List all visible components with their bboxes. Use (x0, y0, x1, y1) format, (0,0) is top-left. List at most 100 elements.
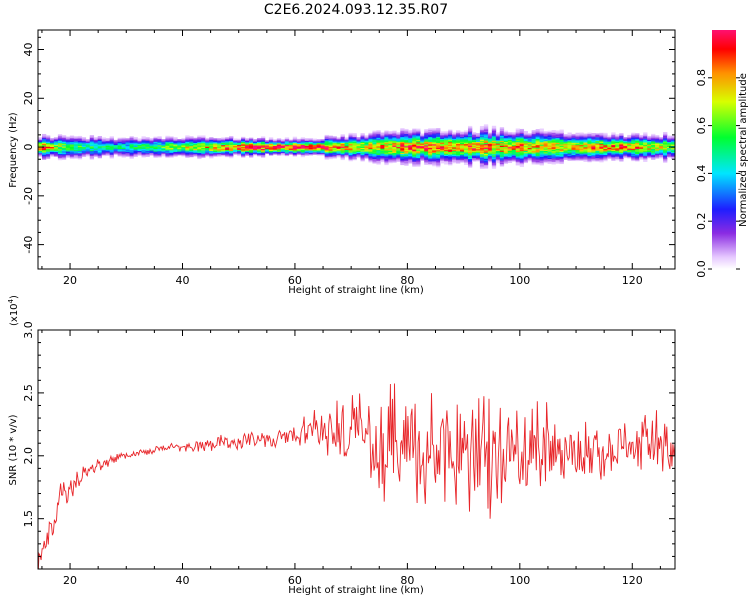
heatmap-cell (49, 153, 55, 156)
heatmap-cell (647, 135, 652, 138)
heatmap-cell (467, 138, 473, 140)
heatmap-cell (671, 135, 675, 138)
heatmap-cell (595, 135, 600, 138)
heatmap-cell (185, 135, 190, 137)
heatmap-cell (344, 137, 349, 139)
heatmap-cell (515, 130, 521, 133)
heatmap-cell (308, 137, 314, 140)
heatmap-cell (591, 158, 596, 161)
heatmap-cell (448, 160, 453, 162)
heatmap-cell (41, 135, 47, 137)
heatmap-cell (539, 145, 544, 148)
heatmap-cell (463, 132, 469, 135)
heatmap-cell (559, 143, 564, 145)
heatmap-cell (209, 151, 214, 154)
heatmap-cell (487, 160, 493, 163)
heatmap-cell (41, 138, 47, 141)
heatmap-cell (639, 153, 644, 155)
heatmap-cell (420, 150, 425, 153)
heatmap-cell (420, 148, 425, 150)
heatmap-cell (396, 152, 401, 155)
heatmap-cell (452, 153, 457, 155)
heatmap-cell (61, 135, 67, 137)
heatmap-cell (360, 148, 365, 151)
heatmap-cell (380, 149, 385, 152)
heatmap-cell (53, 142, 59, 144)
heatmap-cell (376, 138, 381, 141)
heatmap-cell (260, 151, 266, 153)
heatmap-cell (372, 162, 377, 164)
heatmap-cell (221, 140, 226, 142)
x-tick-label: 40 (175, 274, 189, 287)
heatmap-cell (575, 151, 580, 153)
heatmap-cell (456, 135, 461, 137)
heatmap-cell (245, 149, 250, 151)
heatmap-cell (603, 158, 608, 160)
heatmap-cell (471, 156, 477, 159)
heatmap-cell (499, 135, 505, 138)
heatmap-cell (503, 161, 509, 163)
heatmap-cell (623, 146, 628, 149)
heatmap-cell (125, 139, 130, 142)
heatmap-cell (85, 151, 91, 153)
heatmap-cell (416, 159, 421, 161)
heatmap-cell (49, 152, 55, 155)
heatmap-cell (129, 149, 134, 152)
heatmap-cell (444, 150, 449, 153)
heatmap-cell (571, 146, 576, 148)
heatmap-cell (436, 160, 441, 163)
heatmap-cell (424, 142, 429, 145)
heatmap-cell (507, 159, 513, 161)
heatmap-cell (161, 146, 166, 148)
heatmap-cell (320, 145, 325, 147)
heatmap-cell (189, 137, 194, 139)
heatmap-cell (169, 141, 174, 144)
heatmap-cell (432, 147, 437, 150)
heatmap-cell (113, 149, 118, 152)
heatmap-cell (185, 150, 190, 152)
heatmap-cell (563, 158, 568, 160)
heatmap-cell (241, 139, 246, 141)
heatmap-cell (304, 143, 310, 145)
heatmap-cell (448, 156, 453, 159)
heatmap-cell (631, 140, 636, 142)
heatmap-cell (38, 137, 43, 139)
heatmap-cell (483, 152, 489, 154)
heatmap-cell (659, 141, 664, 143)
heatmap-cell (157, 140, 162, 142)
heatmap-cell (619, 147, 624, 150)
heatmap-cell (515, 148, 521, 150)
heatmap-cell (161, 150, 166, 152)
heatmap-cell (229, 139, 234, 142)
heatmap-cell (368, 143, 373, 146)
heatmap-cell (376, 136, 381, 138)
heatmap-cell (404, 152, 409, 154)
colorbar-ticks: 0.00.20.40.60.8 (695, 69, 740, 278)
heatmap-cell (352, 137, 357, 140)
heatmap-cell (607, 146, 612, 149)
heatmap-cell (463, 158, 469, 161)
heatmap-cell (125, 148, 130, 150)
heatmap-cell (603, 135, 608, 137)
heatmap-cell (376, 131, 381, 133)
heatmap-cell (201, 145, 206, 147)
heatmap-cell (655, 154, 660, 157)
heatmap-cell (547, 147, 552, 150)
heatmap-cell (209, 137, 214, 139)
heatmap-cell (348, 158, 353, 160)
heatmap-cell (479, 146, 485, 149)
heatmap-cell (467, 130, 473, 133)
heatmap-cell (428, 161, 433, 163)
heatmap-cell (177, 152, 182, 155)
heatmap-cell (511, 138, 517, 140)
heatmap-cell (571, 154, 576, 157)
heatmap-cell (73, 154, 79, 157)
heatmap-cell (440, 150, 445, 153)
heatmap-cell (667, 145, 672, 147)
heatmap-cell (667, 155, 672, 157)
heatmap-cell (563, 137, 568, 140)
heatmap-cell (344, 153, 349, 155)
heatmap-cell (663, 151, 668, 154)
heatmap-cell (495, 133, 501, 136)
heatmap-cell (519, 138, 525, 141)
